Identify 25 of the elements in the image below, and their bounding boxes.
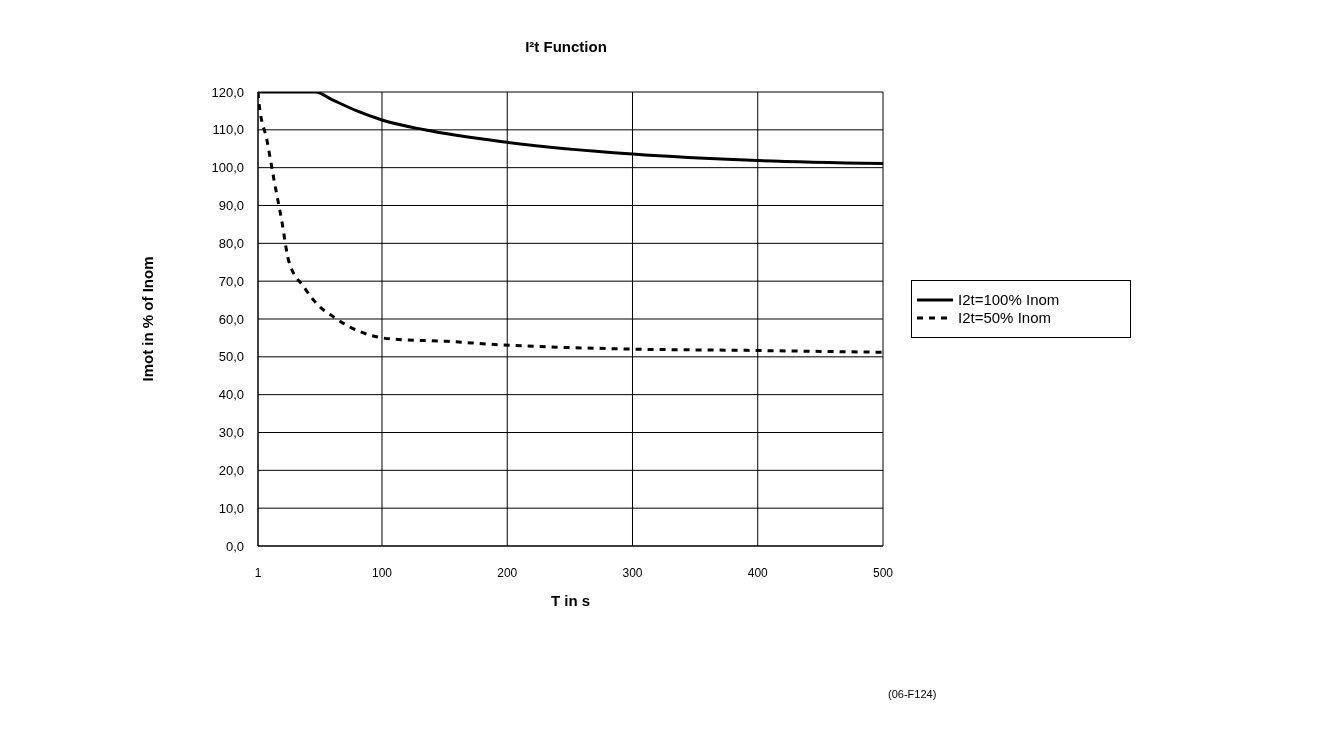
y-tick-label: 60,0 bbox=[218, 311, 244, 327]
x-tick-label: 100 bbox=[371, 565, 393, 580]
x-tick-label: 200 bbox=[497, 565, 518, 580]
y-tick-label: 30,0 bbox=[218, 425, 244, 441]
y-tick-label: 80,0 bbox=[218, 235, 244, 251]
legend-label: I2t=100% Inom bbox=[958, 291, 1060, 309]
text: (06-F124) bbox=[888, 688, 937, 700]
chart-title: I²t Function bbox=[524, 38, 608, 55]
y-tick-label: 70,0 bbox=[218, 273, 244, 289]
y-tick-label: 90,0 bbox=[218, 198, 244, 214]
y-tick-label: 20,0 bbox=[218, 462, 244, 478]
x-tick-label: 500 bbox=[872, 565, 894, 580]
y-axis-title: Imot in % of Inom bbox=[139, 256, 157, 382]
y-tick-label: 120,0 bbox=[211, 84, 244, 100]
legend-label: I2t=50% Inom bbox=[958, 309, 1051, 327]
y-tick-label: 100,0 bbox=[211, 160, 244, 176]
y-tick-label: 50,0 bbox=[218, 349, 244, 365]
y-tick-label: 10,0 bbox=[218, 500, 244, 516]
y-tick-label: 0,0 bbox=[225, 538, 244, 554]
y-tick-label: 110,0 bbox=[212, 122, 244, 138]
x-tick-label: 400 bbox=[747, 565, 769, 580]
x-axis-title: T in s bbox=[550, 592, 591, 609]
y-tick-label: 40,0 bbox=[218, 387, 244, 403]
x-tick-label: 300 bbox=[622, 565, 643, 580]
x-tick-label: 1 bbox=[254, 565, 262, 580]
